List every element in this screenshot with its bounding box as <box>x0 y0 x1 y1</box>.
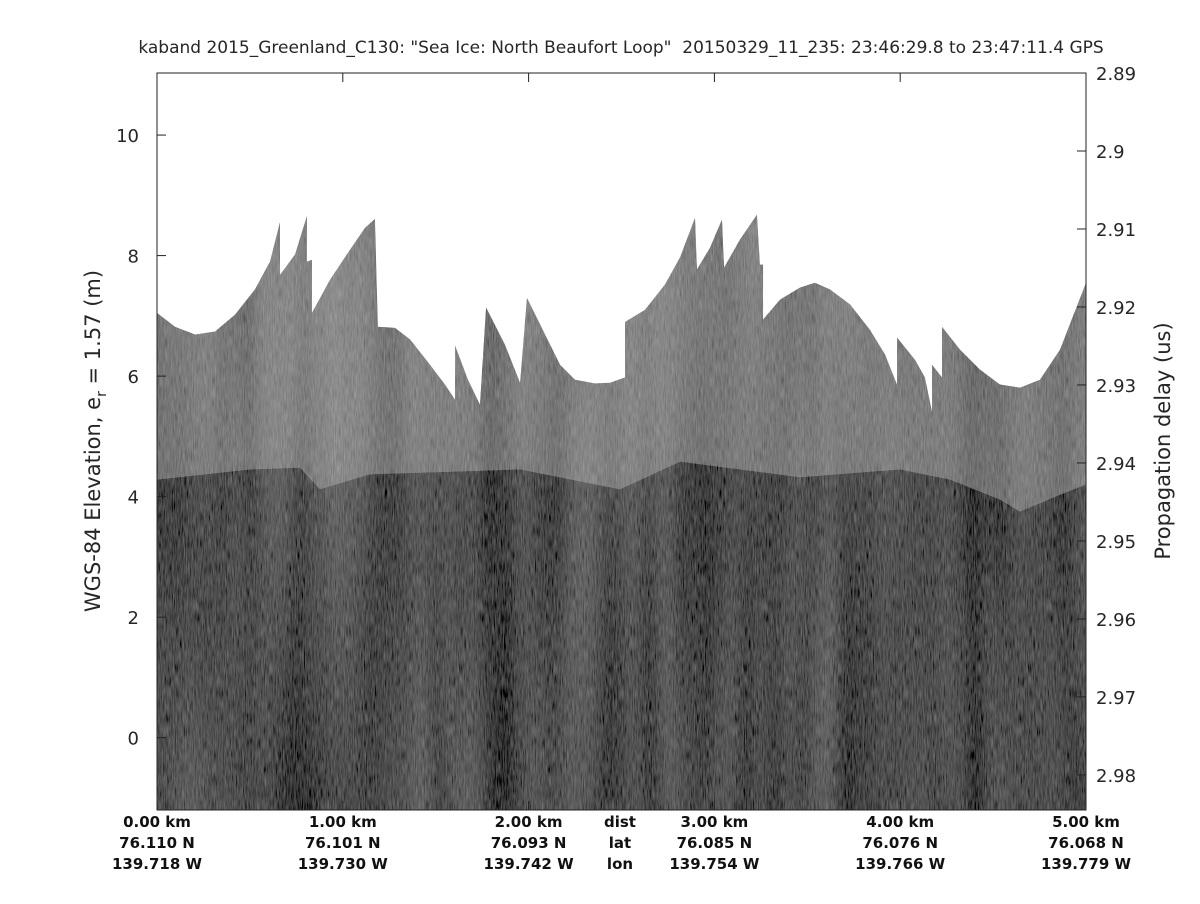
lon-label: 139.779 W <box>1041 855 1132 873</box>
y-tick-label: 4 <box>128 488 139 509</box>
x-tick-label: 4.00 km <box>866 813 934 831</box>
row-name: dist <box>604 813 636 831</box>
axes-box <box>156 72 1087 811</box>
plot-area <box>157 214 1086 811</box>
x-tick-label: 1.00 km <box>309 813 377 831</box>
y2-axis-label: Propagation delay (us) <box>1151 322 1175 559</box>
x-tick-label: 2.00 km <box>495 813 563 831</box>
y2-tick-label: 2.97 <box>1096 688 1136 709</box>
y2-tick-label: 2.93 <box>1096 376 1136 397</box>
lat-label: 76.101 N <box>305 834 381 852</box>
lon-label: 139.766 W <box>855 855 946 873</box>
y-tick-label: 2 <box>128 608 139 629</box>
lon-label: 139.730 W <box>298 855 389 873</box>
lon-label: 139.754 W <box>669 855 760 873</box>
lon-label: 139.742 W <box>484 855 575 873</box>
lat-label: 76.076 N <box>862 834 938 852</box>
row-name: lat <box>609 834 631 852</box>
x-tick-label: 5.00 km <box>1052 813 1120 831</box>
lat-label: 76.068 N <box>1048 834 1124 852</box>
lat-label: 76.093 N <box>491 834 567 852</box>
y-label-subscript: r <box>94 391 110 397</box>
chart-title: kaband 2015_Greenland_C130: "Sea Ice: No… <box>138 38 1103 58</box>
y2-tick-label: 2.95 <box>1096 532 1136 553</box>
y2-tick-label: 2.98 <box>1096 766 1136 787</box>
lat-label: 76.085 N <box>677 834 753 852</box>
y2-tick-label: 2.96 <box>1096 610 1136 631</box>
x-tick-label: 3.00 km <box>680 813 748 831</box>
row-name: lon <box>607 855 633 873</box>
lon-label: 139.718 W <box>112 855 203 873</box>
y-tick-label: 0 <box>128 729 139 750</box>
y2-tick-label: 2.9 <box>1096 142 1125 163</box>
y2-tick-label: 2.92 <box>1096 298 1136 319</box>
y-tick-label: 10 <box>116 126 139 147</box>
x-tick-label: 0.00 km <box>123 813 191 831</box>
y-tick-label: 8 <box>128 247 139 268</box>
y2-tick-label: 2.89 <box>1096 64 1136 85</box>
lat-label: 76.110 N <box>119 834 195 852</box>
y-axis-label: WGS-84 Elevation, er = 1.57 (m) <box>81 270 110 612</box>
y-tick-label: 6 <box>128 367 139 388</box>
subsurface-area <box>157 461 1086 810</box>
y2-tick-label: 2.91 <box>1096 220 1136 241</box>
y-label-text: WGS-84 Elevation, e <box>81 397 105 612</box>
y-label-text: = 1.57 (m) <box>81 270 105 391</box>
y2-tick-label: 2.94 <box>1096 454 1136 475</box>
